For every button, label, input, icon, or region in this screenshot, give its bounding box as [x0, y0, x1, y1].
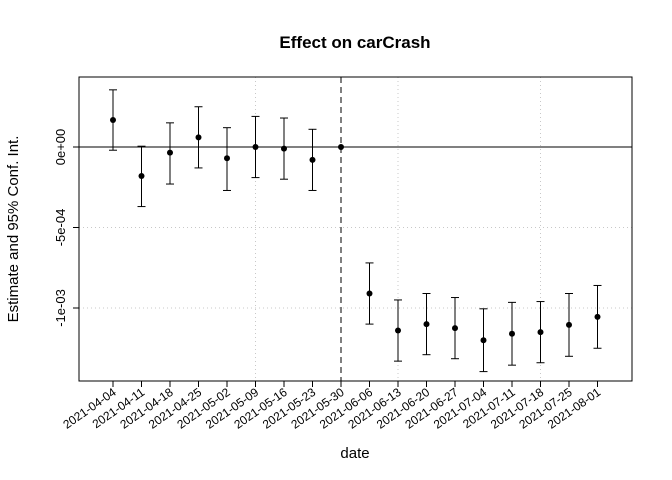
plot-frame	[78, 76, 633, 382]
y-tick-label: -5e-04	[53, 209, 68, 247]
data-point	[509, 330, 515, 337]
data-point	[566, 321, 572, 328]
reference-lines	[79, 77, 632, 381]
data-point	[281, 145, 287, 152]
error-bars	[109, 89, 602, 373]
x-axis: 2021-04-042021-04-112021-04-182021-04-25…	[60, 380, 603, 432]
data-point	[423, 321, 430, 328]
data-point	[138, 172, 145, 179]
grid	[79, 77, 632, 381]
data-point	[452, 325, 458, 332]
y-tick-label: -1e-03	[53, 289, 68, 327]
data-point	[366, 290, 373, 297]
data-point	[224, 155, 230, 162]
y-axis-label: Estimate and 95% Conf. Int.	[5, 136, 22, 323]
data-point	[537, 329, 544, 336]
data-point	[195, 134, 202, 141]
data-point	[167, 149, 173, 156]
y-tick-label: 0e+00	[53, 129, 68, 166]
y-axis: 0e+00 -5e-04 -1e-03	[53, 129, 79, 327]
chart-title: Effect on carCrash	[279, 33, 430, 52]
data-point	[252, 144, 259, 150]
data-point	[480, 337, 487, 344]
data-point	[110, 116, 116, 123]
x-axis-label: date	[340, 445, 369, 462]
data-point	[395, 327, 401, 334]
points	[110, 116, 601, 344]
data-point	[309, 156, 316, 163]
data-point	[594, 313, 601, 320]
data-point	[338, 144, 344, 150]
